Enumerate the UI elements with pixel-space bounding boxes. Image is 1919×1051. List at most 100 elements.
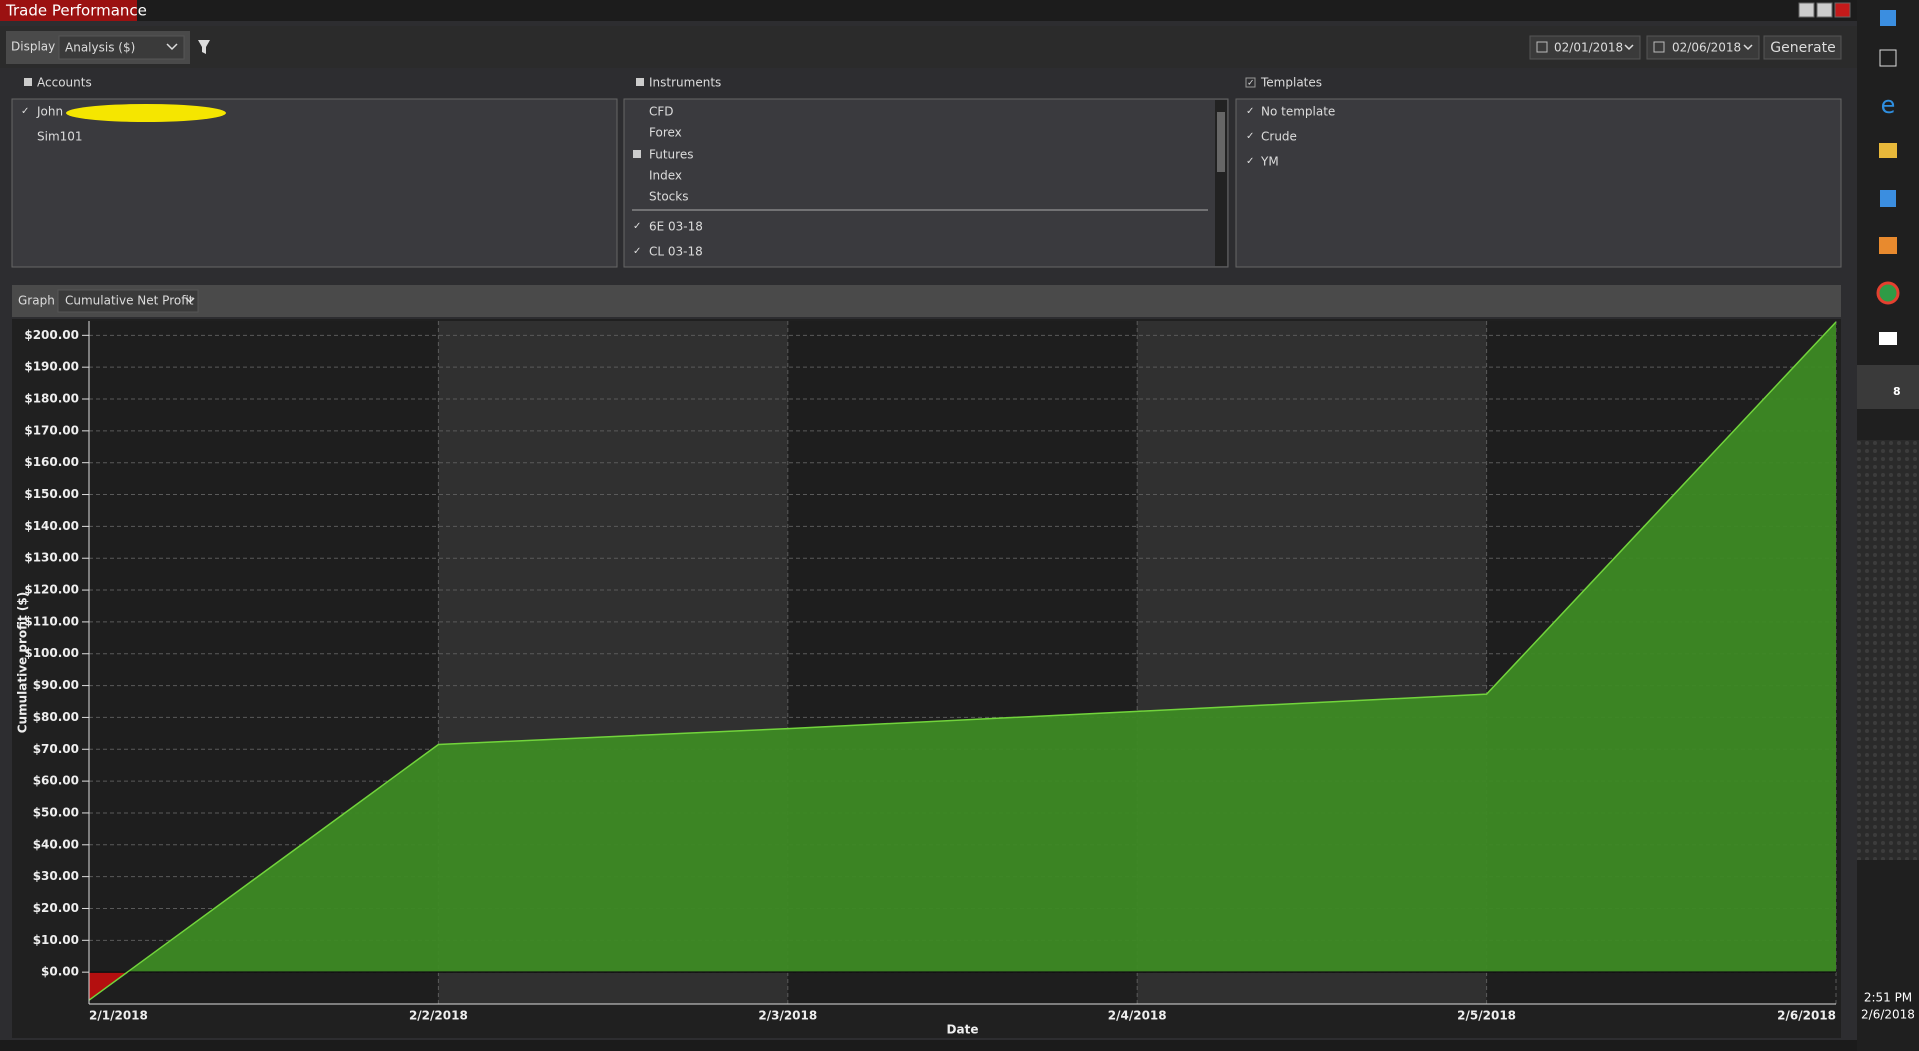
instruments-checkbox[interactable] <box>636 78 644 86</box>
x-axis-title: Date <box>947 1023 979 1037</box>
y-tick-label: $160.00 <box>24 455 79 469</box>
instrument-type[interactable]: Index <box>649 169 682 183</box>
instrument-type[interactable]: Futures <box>649 148 693 162</box>
check: ✓ <box>1247 79 1255 89</box>
edge-icon[interactable]: e <box>1881 91 1896 119</box>
graph-value: Cumulative Net Profit <box>65 294 194 308</box>
plot: $0.00 $10.00 $20.00 $30.00 $40.00 $50.00 $60.0… <box>16 321 1837 1037</box>
accounts-checkbox[interactable] <box>24 78 32 86</box>
explorer-icon[interactable] <box>1879 143 1897 158</box>
generate-label: Generate <box>1770 40 1835 56</box>
instrument-type[interactable]: Forex <box>649 126 682 140</box>
start-icon[interactable] <box>1880 10 1896 26</box>
mail-icon[interactable] <box>1879 332 1897 345</box>
y-tick-label: $90.00 <box>33 678 79 692</box>
template-item[interactable]: YM <box>1260 155 1279 169</box>
status-strip <box>0 1040 1857 1051</box>
tray <box>1857 860 1919 1051</box>
x-tick-label: 2/4/2018 <box>1108 1009 1167 1023</box>
y-axis-title: Cumulative profit ($) <box>16 592 30 733</box>
end-date: 02/06/2018 <box>1672 41 1741 55</box>
y-tick-label: $150.00 <box>24 487 79 501</box>
app-badge: 8 <box>1893 385 1901 398</box>
redaction <box>66 104 226 122</box>
store-icon[interactable] <box>1880 190 1896 207</box>
instrument-type[interactable]: Stocks <box>649 190 688 204</box>
check: ✓ <box>1246 156 1254 167</box>
y-tick-label: $80.00 <box>33 710 79 724</box>
y-tick-label: $100.00 <box>24 646 79 660</box>
graph-dropdown[interactable] <box>57 289 199 313</box>
y-tick-label: $60.00 <box>33 774 79 788</box>
window-title: Trade Performance <box>5 2 147 20</box>
title-tab <box>0 0 137 21</box>
display-label: Display <box>11 40 55 54</box>
x-tick-label: 2/1/2018 <box>89 1009 148 1023</box>
graph-header <box>12 285 1841 317</box>
dropdown-arrow <box>1624 44 1634 51</box>
active-app[interactable] <box>1857 365 1919 409</box>
instruments-title: Instruments <box>649 76 721 90</box>
area-line <box>88 321 1837 1001</box>
filter-icon[interactable] <box>198 40 210 54</box>
account-item[interactable]: John <box>36 105 63 119</box>
account-item[interactable]: Sim101 <box>37 130 83 144</box>
check: ✓ <box>21 106 29 117</box>
y-tick-label: $200.00 <box>24 328 79 342</box>
clock-date: 2/6/2018 <box>1861 1008 1915 1022</box>
check: ✓ <box>1246 131 1254 142</box>
graph-label: Graph <box>18 294 55 308</box>
y-tick-label: $30.00 <box>33 869 79 883</box>
area-positive <box>127 321 1836 973</box>
y-tick-label: $130.00 <box>24 551 79 565</box>
template-item[interactable]: No template <box>1261 105 1335 119</box>
title-bar <box>0 0 1857 21</box>
contract-item[interactable]: 6E 03-18 <box>649 220 703 234</box>
instruments-list <box>623 98 1229 268</box>
templates-checkbox[interactable] <box>1245 77 1256 88</box>
y-tick-label: $190.00 <box>24 360 79 374</box>
calendar-icon <box>1536 41 1548 53</box>
task-view-icon[interactable] <box>1879 49 1897 67</box>
futures-checkbox[interactable] <box>633 150 641 158</box>
templates-title: Templates <box>1260 76 1322 90</box>
accounts-title: Accounts <box>37 76 92 90</box>
restore-button[interactable] <box>1816 2 1833 18</box>
y-tick-label: $40.00 <box>33 837 79 851</box>
y-tick-label: $50.00 <box>33 805 79 819</box>
x-tick-label: 2/3/2018 <box>758 1009 817 1023</box>
y-tick-label: $20.00 <box>33 901 79 915</box>
check: ✓ <box>633 246 641 257</box>
check: ✓ <box>1246 106 1254 117</box>
end-date-picker[interactable] <box>1646 35 1760 60</box>
chrome-icon[interactable] <box>1876 281 1900 305</box>
y-tick-label: $110.00 <box>24 614 79 628</box>
display-dropdown[interactable] <box>58 35 185 60</box>
y-tick-label: $0.00 <box>41 965 79 979</box>
y-tick-label: $70.00 <box>33 742 79 756</box>
templates-list <box>1235 98 1842 268</box>
scroll-thumb[interactable] <box>1217 112 1225 172</box>
clock-time: 2:51 PM <box>1864 991 1912 1005</box>
dropdown-arrow <box>185 297 195 304</box>
display-value: Analysis ($) <box>65 41 135 55</box>
generate-button[interactable] <box>1763 35 1842 60</box>
x-tick-label: 2/6/2018 <box>1777 1009 1836 1023</box>
y-tick-label: $10.00 <box>33 933 79 947</box>
minimize-button[interactable] <box>1798 2 1815 18</box>
y-tick-label: $120.00 <box>24 583 79 597</box>
y-tick-label: $140.00 <box>24 519 79 533</box>
start-date-picker[interactable] <box>1529 35 1641 60</box>
y-tick-label: $180.00 <box>24 392 79 406</box>
media-icon[interactable] <box>1879 237 1897 254</box>
check: ✓ <box>633 221 641 232</box>
template-item[interactable]: Crude <box>1261 130 1297 144</box>
y-tick-label: $170.00 <box>24 423 79 437</box>
instrument-type[interactable]: CFD <box>649 105 674 119</box>
close-button[interactable] <box>1834 2 1851 18</box>
dropdown-arrow <box>166 43 178 51</box>
x-tick-label: 2/2/2018 <box>409 1009 468 1023</box>
contract-item[interactable]: CL 03-18 <box>649 245 703 259</box>
start-date: 02/01/2018 <box>1554 41 1623 55</box>
